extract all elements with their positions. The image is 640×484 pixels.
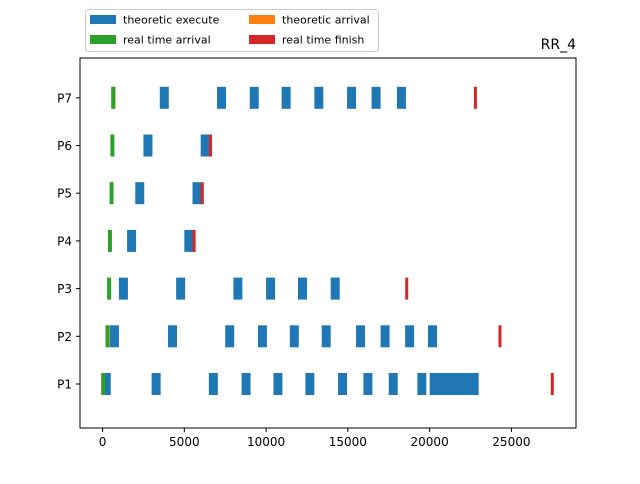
execute-bar-p7-1 xyxy=(159,86,169,109)
y-tick-label-p6: P6 xyxy=(57,139,72,153)
execute-bar-p1-5 xyxy=(273,373,283,395)
real-time-finish-marker-p4 xyxy=(192,229,196,252)
execute-bar-p1-10 xyxy=(417,373,427,395)
execute-bar-p2-9 xyxy=(405,325,415,348)
execute-bar-p1-2 xyxy=(151,373,161,395)
execute-bar-p3-1 xyxy=(118,277,128,300)
execute-bar-p3-2 xyxy=(176,277,186,300)
legend-swatch-real-time-finish xyxy=(249,35,275,44)
execute-bar-p5-1 xyxy=(135,182,145,205)
execute-bar-p2-10 xyxy=(428,325,437,348)
real-time-finish-marker-p1 xyxy=(550,373,554,395)
execute-bar-p5-2 xyxy=(192,182,202,205)
real-time-arrival-marker-p1 xyxy=(101,373,106,395)
chart-title: RR_4 xyxy=(541,37,576,53)
real-time-finish-marker-p3 xyxy=(405,277,409,300)
legend-label-theoretic-arrival: theoretic arrival xyxy=(282,14,370,27)
x-tick-label-5000: 5000 xyxy=(169,435,200,449)
legend-swatch-theoretic-execute xyxy=(90,15,116,24)
y-tick-label-p4: P4 xyxy=(57,234,72,248)
x-tick-label-20000: 20000 xyxy=(411,435,449,449)
axis-ticks: 0 5000 10000 15000 20000 25000 P1 P2 P3 P4 P5 P6 P7 xyxy=(57,91,530,449)
execute-bar-p7-8 xyxy=(396,86,406,109)
execute-bar-p1-7 xyxy=(338,373,348,395)
execute-bar-p2-5 xyxy=(289,325,299,348)
real-time-finish-marker-p6 xyxy=(209,134,212,157)
execute-bar-p1-4 xyxy=(241,373,251,395)
execute-bar-p3-4 xyxy=(266,277,276,300)
execute-bar-p7-4 xyxy=(281,86,291,109)
execute-bar-p7-5 xyxy=(314,86,324,109)
execute-bar-p1-1 xyxy=(102,373,111,395)
y-tick-label-p7: P7 xyxy=(57,91,72,105)
legend-label-real-time-finish: real time finish xyxy=(282,34,364,47)
chart-marks xyxy=(101,86,554,395)
y-tick-label-p1: P1 xyxy=(57,378,72,392)
real-time-finish-marker-p7 xyxy=(473,86,477,109)
execute-bar-p4-2 xyxy=(184,229,194,252)
legend-swatch-theoretic-arrival xyxy=(249,15,275,24)
execute-bar-p6-1 xyxy=(143,134,153,157)
y-tick-label-p2: P2 xyxy=(57,330,72,344)
x-tick-label-10000: 10000 xyxy=(247,435,285,449)
execute-bar-p3-6 xyxy=(330,277,340,300)
real-time-arrival-marker-p4 xyxy=(107,229,112,252)
execute-bar-p1-11 xyxy=(429,373,479,395)
execute-bar-p2-6 xyxy=(321,325,331,348)
legend-label-theoretic-execute: theoretic execute xyxy=(123,14,220,27)
execute-bar-p1-3 xyxy=(208,373,218,395)
execute-bar-p7-6 xyxy=(347,86,357,109)
execute-bar-p2-1 xyxy=(109,325,119,348)
legend: theoretic execute real time arrival theore… xyxy=(85,9,379,52)
real-time-arrival-marker-p7 xyxy=(111,86,116,109)
axes-frame xyxy=(79,57,577,429)
real-time-arrival-marker-p6 xyxy=(110,134,115,157)
execute-bar-p6-2 xyxy=(200,134,210,157)
real-time-arrival-marker-p5 xyxy=(109,182,114,205)
legend-label-real-time-arrival: real time arrival xyxy=(123,34,211,47)
execute-bar-p7-2 xyxy=(217,86,227,109)
legend-swatch-real-time-arrival xyxy=(90,35,116,44)
execute-bar-p2-2 xyxy=(167,325,177,348)
execute-bar-p2-8 xyxy=(380,325,390,348)
execute-bar-p2-7 xyxy=(356,325,366,348)
execute-bar-p3-3 xyxy=(233,277,243,300)
execute-bar-p1-9 xyxy=(388,373,398,395)
x-tick-label-25000: 25000 xyxy=(492,435,530,449)
real-time-finish-marker-p5 xyxy=(200,182,204,205)
execute-bar-p2-3 xyxy=(225,325,235,348)
execute-bar-p2-4 xyxy=(257,325,267,348)
execute-bar-p1-6 xyxy=(305,373,315,395)
legend-box xyxy=(85,9,379,52)
execute-bar-p1-8 xyxy=(363,373,373,395)
execute-bar-p7-3 xyxy=(249,86,259,109)
execute-bar-p4-1 xyxy=(127,229,137,252)
execute-bar-p3-5 xyxy=(297,277,307,300)
y-tick-label-p5: P5 xyxy=(57,187,72,201)
real-time-finish-marker-p2 xyxy=(498,325,502,348)
real-time-arrival-marker-p3 xyxy=(107,277,112,300)
execute-bar-p7-7 xyxy=(371,86,381,109)
real-time-arrival-marker-p2 xyxy=(105,325,110,348)
y-tick-label-p3: P3 xyxy=(57,282,72,296)
x-tick-label-0: 0 xyxy=(99,435,107,449)
x-tick-label-15000: 15000 xyxy=(329,435,367,449)
